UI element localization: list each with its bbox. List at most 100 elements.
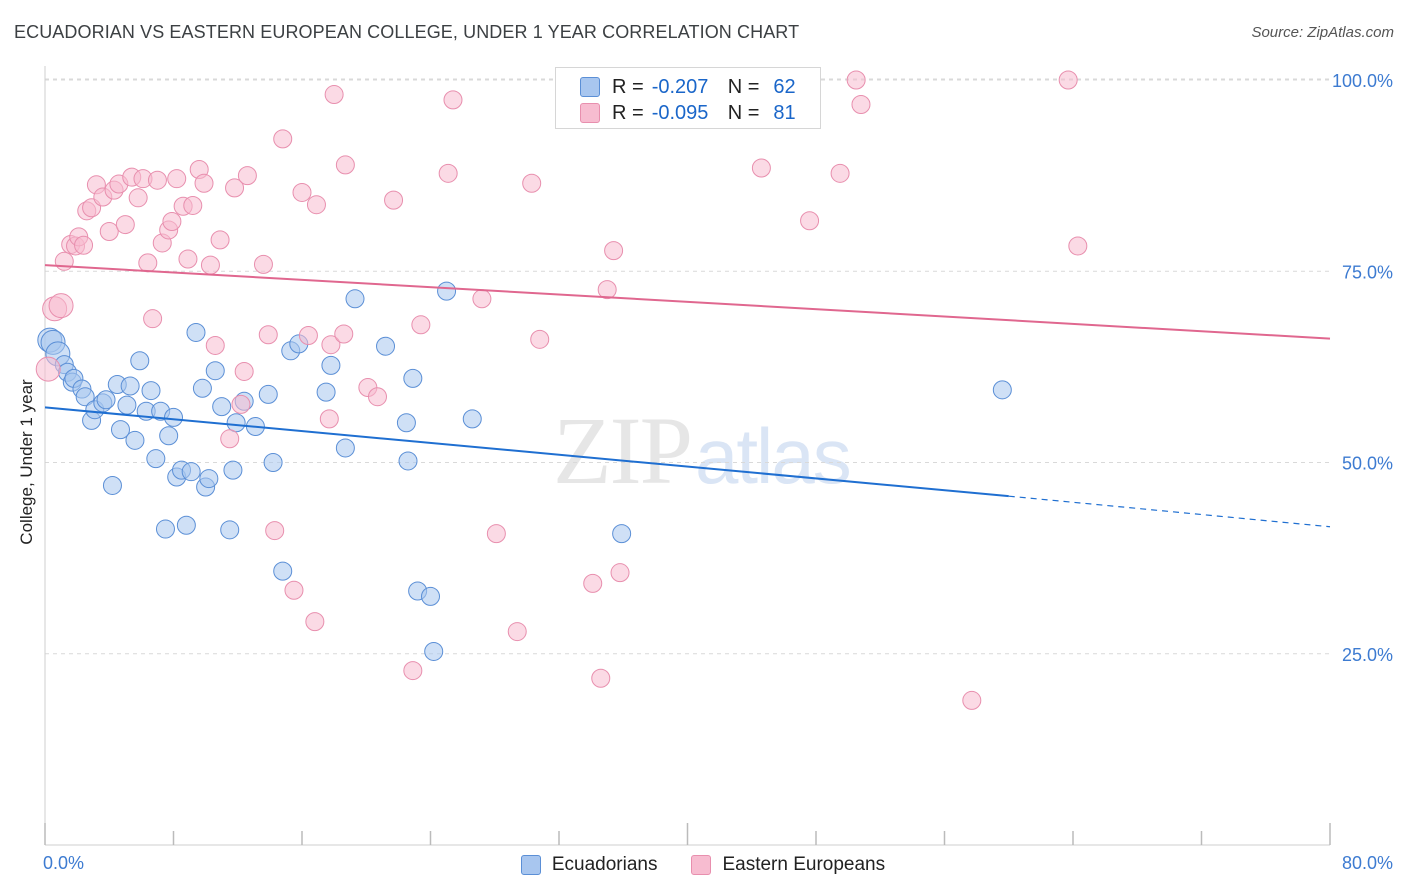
- eastern-european-point: [507, 622, 527, 642]
- r-value: -0.207: [651, 75, 709, 98]
- ecuadorian-point: [223, 460, 243, 480]
- ecuadorian-point: [186, 322, 206, 342]
- eastern-european-point: [384, 190, 404, 210]
- ecuadorian-point: [335, 438, 355, 458]
- r-value: -0.095: [651, 101, 709, 124]
- eastern-european-point: [225, 178, 245, 198]
- n-value: 62: [773, 75, 796, 98]
- eastern-european-trend-line: [44, 264, 1331, 340]
- blue-swatch-icon: [580, 77, 600, 97]
- eastern-european-point: [258, 325, 278, 345]
- eastern-european-point: [200, 255, 220, 275]
- legend-item-eastern-europeans[interactable]: Eastern Europeans: [691, 851, 885, 879]
- source-label: Source: ZipAtlas.com: [1251, 24, 1394, 41]
- eastern-european-point: [846, 70, 866, 90]
- ecuadorian-point: [205, 361, 225, 381]
- eastern-european-point: [367, 387, 387, 407]
- eastern-european-point: [128, 188, 148, 208]
- eastern-european-point: [273, 129, 293, 149]
- ecuadorian-point: [424, 641, 444, 661]
- r-label: R =: [612, 75, 644, 98]
- ecuadorian-point: [164, 407, 183, 427]
- watermark: ZIPatlas: [553, 395, 852, 506]
- ecuadorian-point: [96, 390, 116, 410]
- ecuadorian-point: [398, 451, 418, 471]
- eastern-european-point: [147, 170, 167, 190]
- ecuadorian-point: [176, 515, 196, 535]
- eastern-european-point: [292, 182, 312, 202]
- ecuadorian-point: [146, 449, 166, 469]
- eastern-european-point: [298, 326, 318, 346]
- eastern-european-point: [205, 335, 225, 355]
- eastern-european-point: [210, 230, 230, 250]
- ecuadorian-point: [992, 380, 1012, 400]
- ecuadorian-point: [403, 368, 423, 388]
- eastern-european-point: [800, 211, 820, 231]
- pink-swatch-icon: [691, 855, 712, 875]
- ecuadorian-point: [345, 289, 365, 309]
- y-tick-label: 100.0%: [1332, 71, 1393, 91]
- eastern-european-point: [335, 155, 355, 175]
- eastern-european-point: [604, 241, 624, 261]
- eastern-european-point: [1058, 70, 1078, 90]
- ecuadorian-point: [155, 519, 175, 539]
- eastern-european-point: [178, 249, 198, 269]
- eastern-european-point: [234, 361, 254, 381]
- watermark-atlas: atlas: [695, 412, 852, 500]
- eastern-european-point: [472, 289, 492, 309]
- watermark-zip: ZIP: [553, 397, 693, 504]
- ecuadorian-point: [376, 336, 396, 356]
- ecuadorian-point: [258, 384, 278, 404]
- series-legend: Ecuadorians Eastern Europeans: [0, 851, 1406, 879]
- eastern-european-point: [48, 293, 74, 319]
- n-value: 81: [773, 101, 796, 124]
- eastern-european-point: [265, 521, 285, 541]
- eastern-european-point: [851, 94, 871, 114]
- ecuadorian-point: [159, 426, 179, 446]
- eastern-european-point: [143, 309, 163, 329]
- eastern-european-point: [237, 166, 257, 186]
- n-label: N =: [727, 75, 760, 98]
- eastern-european-point: [403, 661, 423, 681]
- ecuadorian-point: [192, 378, 212, 398]
- eastern-european-point: [443, 90, 463, 110]
- chart-title: ECUADORIAN VS EASTERN EUROPEAN COLLEGE, …: [14, 22, 800, 42]
- eastern-european-point: [183, 195, 203, 215]
- eastern-european-point: [486, 524, 506, 544]
- eastern-european-point: [306, 195, 326, 215]
- eastern-european-point: [438, 163, 458, 183]
- y-tick-label: 50.0%: [1342, 454, 1393, 474]
- eastern-european-point: [99, 221, 119, 241]
- ecuadorian-point: [212, 397, 232, 417]
- eastern-european-point: [591, 668, 611, 688]
- eastern-european-point: [162, 212, 182, 232]
- legend-item-ecuadorians[interactable]: Ecuadorians: [520, 851, 657, 879]
- eastern-european-point: [284, 580, 304, 600]
- ecuadorian-point: [199, 469, 219, 489]
- ecuadorian-point: [102, 475, 122, 495]
- eastern-european-point: [962, 690, 982, 710]
- legend-row-eastern-europeans: R = -0.095 N = 81: [580, 101, 796, 125]
- eastern-european-point: [583, 573, 603, 593]
- y-tick-label: 75.0%: [1342, 262, 1393, 282]
- r-label: R =: [612, 101, 644, 124]
- ecuadorian-point: [130, 351, 150, 371]
- eastern-european-point: [321, 335, 341, 355]
- ecuadorian-point: [421, 586, 440, 606]
- legend-row-ecuadorians: R = -0.207 N = 62: [580, 75, 796, 99]
- y-tick-label: 25.0%: [1342, 645, 1393, 665]
- eastern-european-point: [1068, 236, 1088, 256]
- ecuadorian-point: [117, 395, 137, 415]
- ecuadorian-point: [316, 382, 336, 402]
- x-tick-label: 0.0%: [43, 853, 84, 873]
- n-label: N =: [727, 101, 760, 124]
- x-tick-label: 80.0%: [1342, 853, 1393, 873]
- eastern-european-point: [324, 85, 344, 105]
- eastern-european-point: [138, 253, 158, 273]
- eastern-european-point: [231, 394, 251, 414]
- ecuadorian-point: [226, 413, 246, 433]
- eastern-european-point: [319, 409, 339, 429]
- eastern-european-point: [220, 429, 240, 449]
- ecuadorian-point: [263, 453, 283, 472]
